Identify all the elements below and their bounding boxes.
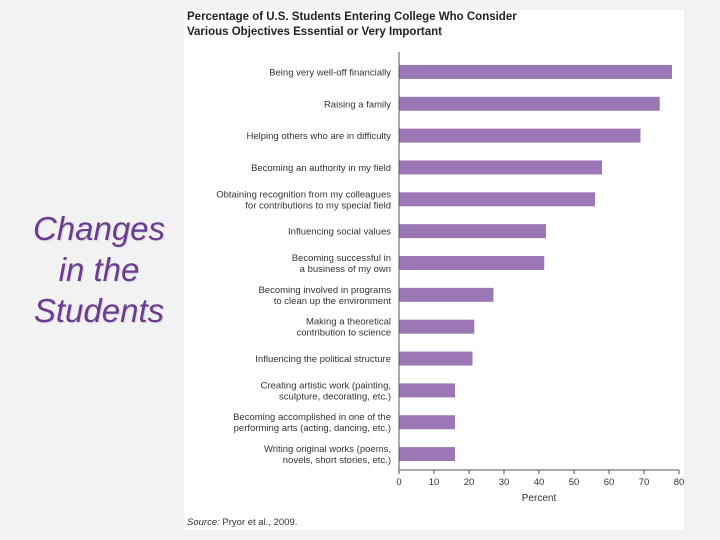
category-label: Obtaining recognition from my colleagues… xyxy=(216,189,391,211)
source-text: Pryor et al., 2009. xyxy=(222,517,298,528)
category-label-line: Raising a family xyxy=(324,99,391,110)
category-label-line: Becoming accomplished in one of the xyxy=(233,412,391,423)
category-label: Writing original works (poems, novels, sh… xyxy=(264,444,391,466)
bar xyxy=(399,224,546,239)
slide-title-line-3: Students xyxy=(33,292,165,329)
category-label: Becoming accomplished in one of the perfo… xyxy=(233,412,391,434)
x-tick-label: 20 xyxy=(464,477,475,488)
slide-title-line-1: Changes xyxy=(32,210,166,247)
bar xyxy=(399,287,494,302)
category-label: Being very well-off financially xyxy=(269,67,391,78)
source-note: Source: Pryor et al., 2009. xyxy=(187,517,297,528)
slide-title: Changes in the Students xyxy=(14,208,184,331)
category-label-line: Obtaining recognition from my colleagues xyxy=(216,189,391,200)
x-tick-label: 40 xyxy=(534,477,545,488)
bar xyxy=(399,96,660,111)
bar xyxy=(399,351,473,366)
category-label-line: Creating artistic work (painting, xyxy=(261,380,391,391)
category-label: Influencing social values xyxy=(288,227,391,238)
category-label-line: for contributions to my special field xyxy=(245,200,391,211)
bar xyxy=(399,192,595,207)
slide-title-line-2: in the xyxy=(58,251,140,288)
bar xyxy=(399,128,641,143)
bar xyxy=(399,160,602,175)
category-label: Creating artistic work (painting, sculptu… xyxy=(261,380,391,402)
category-label: Helping others who are in difficulty xyxy=(246,131,391,142)
x-tick-label: 0 xyxy=(396,477,401,488)
category-label-line: Becoming an authority in my field xyxy=(251,163,391,174)
bar xyxy=(399,383,455,398)
bar xyxy=(399,256,545,270)
category-label-line: performing arts (acting, dancing, etc.) xyxy=(234,423,391,434)
x-axis-title: Percent xyxy=(522,493,557,504)
x-tick-label: 50 xyxy=(569,477,580,488)
category-label-line: Influencing the political structure xyxy=(255,354,391,365)
category-label-line: Influencing social values xyxy=(288,227,391,238)
category-label: Raising a family xyxy=(324,99,391,110)
category-label: Becoming involved in programs to clean up… xyxy=(258,285,391,307)
category-label-line: a business of my own xyxy=(300,264,391,275)
x-tick-label: 70 xyxy=(639,477,650,488)
category-label-line: Being very well-off financially xyxy=(269,67,391,78)
category-label-line: to clean up the environment xyxy=(274,296,392,307)
source-label: Source: xyxy=(187,517,220,528)
x-tick-label: 80 xyxy=(674,477,684,488)
category-label-line: Becoming involved in programs xyxy=(258,285,391,296)
bar-chart: Being very well-off financially Raising a… xyxy=(216,52,684,504)
category-label-line: Writing original works (poems, xyxy=(264,444,391,455)
category-label-line: Helping others who are in difficulty xyxy=(246,131,391,142)
bar xyxy=(399,447,455,462)
category-label-line: Making a theoretical xyxy=(306,317,391,328)
category-label: Influencing the political structure xyxy=(255,354,391,365)
category-label-line: Becoming successful in xyxy=(292,253,391,264)
bar xyxy=(399,64,672,79)
x-tick-label: 30 xyxy=(499,477,510,488)
x-tick-label: 10 xyxy=(429,477,440,488)
chart-title: Percentage of U.S. Students Entering Col… xyxy=(187,10,677,40)
category-label-line: contribution to science xyxy=(296,328,391,339)
category-label-line: sculpture, decorating, etc.) xyxy=(279,391,391,402)
chart-title-line-2: Various Objectives Essential or Very Imp… xyxy=(187,26,443,38)
category-label: Making a theoretical contribution to scie… xyxy=(296,317,391,339)
chart-title-line-1: Percentage of U.S. Students Entering Col… xyxy=(187,11,517,23)
category-label: Becoming successful in a business of my o… xyxy=(292,253,391,275)
category-label-line: novels, short stories, etc.) xyxy=(283,455,391,466)
x-tick-label: 60 xyxy=(604,477,615,488)
bar xyxy=(399,415,455,430)
bar xyxy=(399,319,475,334)
category-label: Becoming an authority in my field xyxy=(251,163,391,174)
